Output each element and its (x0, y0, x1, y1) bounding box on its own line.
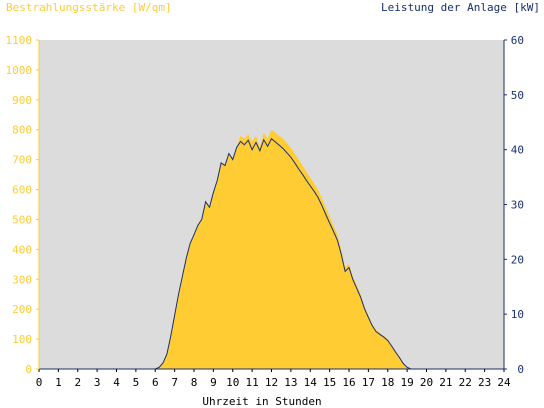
x-tick-label: 3 (94, 376, 101, 389)
x-tick-label: 4 (113, 376, 120, 389)
y-left-tick-label: 700 (12, 154, 32, 167)
x-tick-label: 7 (171, 376, 178, 389)
y-left-tick-label: 800 (12, 124, 32, 137)
x-tick-label: 14 (304, 376, 318, 389)
x-tick-label: 6 (152, 376, 159, 389)
x-tick-label: 22 (459, 376, 472, 389)
x-tick-label: 0 (36, 376, 43, 389)
x-tick-label: 20 (420, 376, 433, 389)
x-tick-label: 12 (265, 376, 278, 389)
y-left-tick-label: 300 (12, 273, 32, 286)
series-power-line (39, 137, 504, 370)
x-axis-label: Uhrzeit in Stunden (202, 395, 321, 408)
x-tick-label: 16 (342, 376, 355, 389)
x-tick-label: 11 (246, 376, 259, 389)
y-right-tick-label: 20 (511, 253, 524, 266)
x-tick-label: 19 (401, 376, 414, 389)
y-left-tick-label: 0 (25, 363, 32, 376)
x-tick-label: 2 (74, 376, 81, 389)
x-tick-label: 8 (191, 376, 198, 389)
y-left-tick-label: 200 (12, 303, 32, 316)
title-left: Bestrahlungsstärke [W/qm] (6, 1, 172, 14)
y-left-tick-label: 900 (12, 94, 32, 107)
x-tick-label: 13 (284, 376, 297, 389)
series-irradiance-area (39, 129, 504, 369)
x-tick-label: 17 (362, 376, 375, 389)
y-right-ticks: 0 10 20 30 40 50 60 (504, 34, 524, 376)
x-tick-label: 15 (323, 376, 336, 389)
x-tick-label: 21 (439, 376, 452, 389)
x-tick-label: 1 (55, 376, 62, 389)
y-right-tick-label: 0 (517, 363, 524, 376)
y-left-tick-label: 1000 (6, 64, 33, 77)
y-right-tick-label: 40 (511, 144, 524, 157)
x-tick-label: 5 (133, 376, 140, 389)
x-ticks: 0 1 2 3 4 5 6 7 8 9 10 11 12 13 14 15 16 17 18 19 20 21 22 23 24 (36, 369, 511, 389)
x-tick-label: 23 (478, 376, 491, 389)
x-tick-label: 18 (381, 376, 394, 389)
y-right-tick-label: 50 (511, 89, 524, 102)
x-tick-label: 9 (210, 376, 217, 389)
series-layer (39, 129, 504, 370)
y-left-tick-label: 400 (12, 243, 32, 256)
y-right-tick-label: 10 (511, 308, 524, 321)
y-left-ticks: 0 100 200 300 400 500 600 700 800 900 1000 1100 (6, 34, 39, 376)
x-tick-label: 24 (497, 376, 511, 389)
y-right-tick-label: 30 (511, 199, 524, 212)
y-right-tick-label: 60 (511, 34, 524, 47)
y-left-tick-label: 100 (12, 333, 32, 346)
y-left-tick-label: 1100 (6, 34, 33, 47)
y-left-tick-label: 500 (12, 213, 32, 226)
title-right: Leistung der Anlage [kW] (381, 1, 540, 14)
y-left-tick-label: 600 (12, 184, 32, 197)
x-tick-label: 10 (226, 376, 239, 389)
